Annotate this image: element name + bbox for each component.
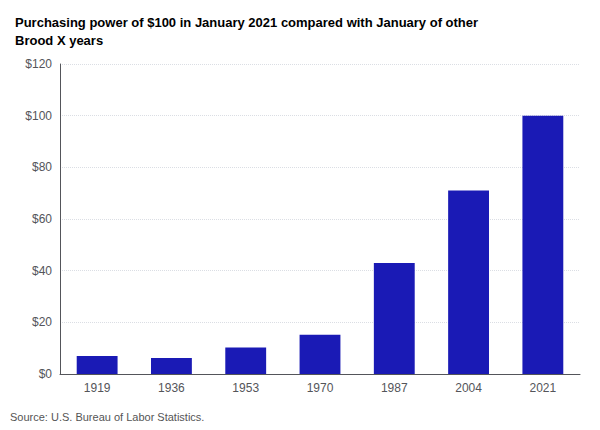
svg-text:1953: 1953: [232, 381, 259, 395]
svg-text:2021: 2021: [530, 381, 557, 395]
svg-text:$100: $100: [25, 109, 52, 123]
svg-text:$80: $80: [32, 160, 52, 174]
svg-text:$60: $60: [32, 212, 52, 226]
svg-text:$40: $40: [32, 264, 52, 278]
svg-text:Purchasing power of $100 in Ja: Purchasing power of $100 in January 2021…: [15, 15, 478, 30]
svg-text:1936: 1936: [158, 381, 185, 395]
svg-text:1919: 1919: [84, 381, 111, 395]
svg-text:1987: 1987: [381, 381, 408, 395]
svg-text:$0: $0: [39, 367, 53, 381]
svg-text:Source: U.S. Bureau of Labor S: Source: U.S. Bureau of Labor Statistics.: [10, 411, 204, 423]
svg-text:1970: 1970: [307, 381, 334, 395]
svg-text:$20: $20: [32, 315, 52, 329]
svg-text:Brood X years: Brood X years: [15, 33, 103, 48]
svg-text:$120: $120: [25, 57, 52, 71]
svg-text:2004: 2004: [455, 381, 482, 395]
